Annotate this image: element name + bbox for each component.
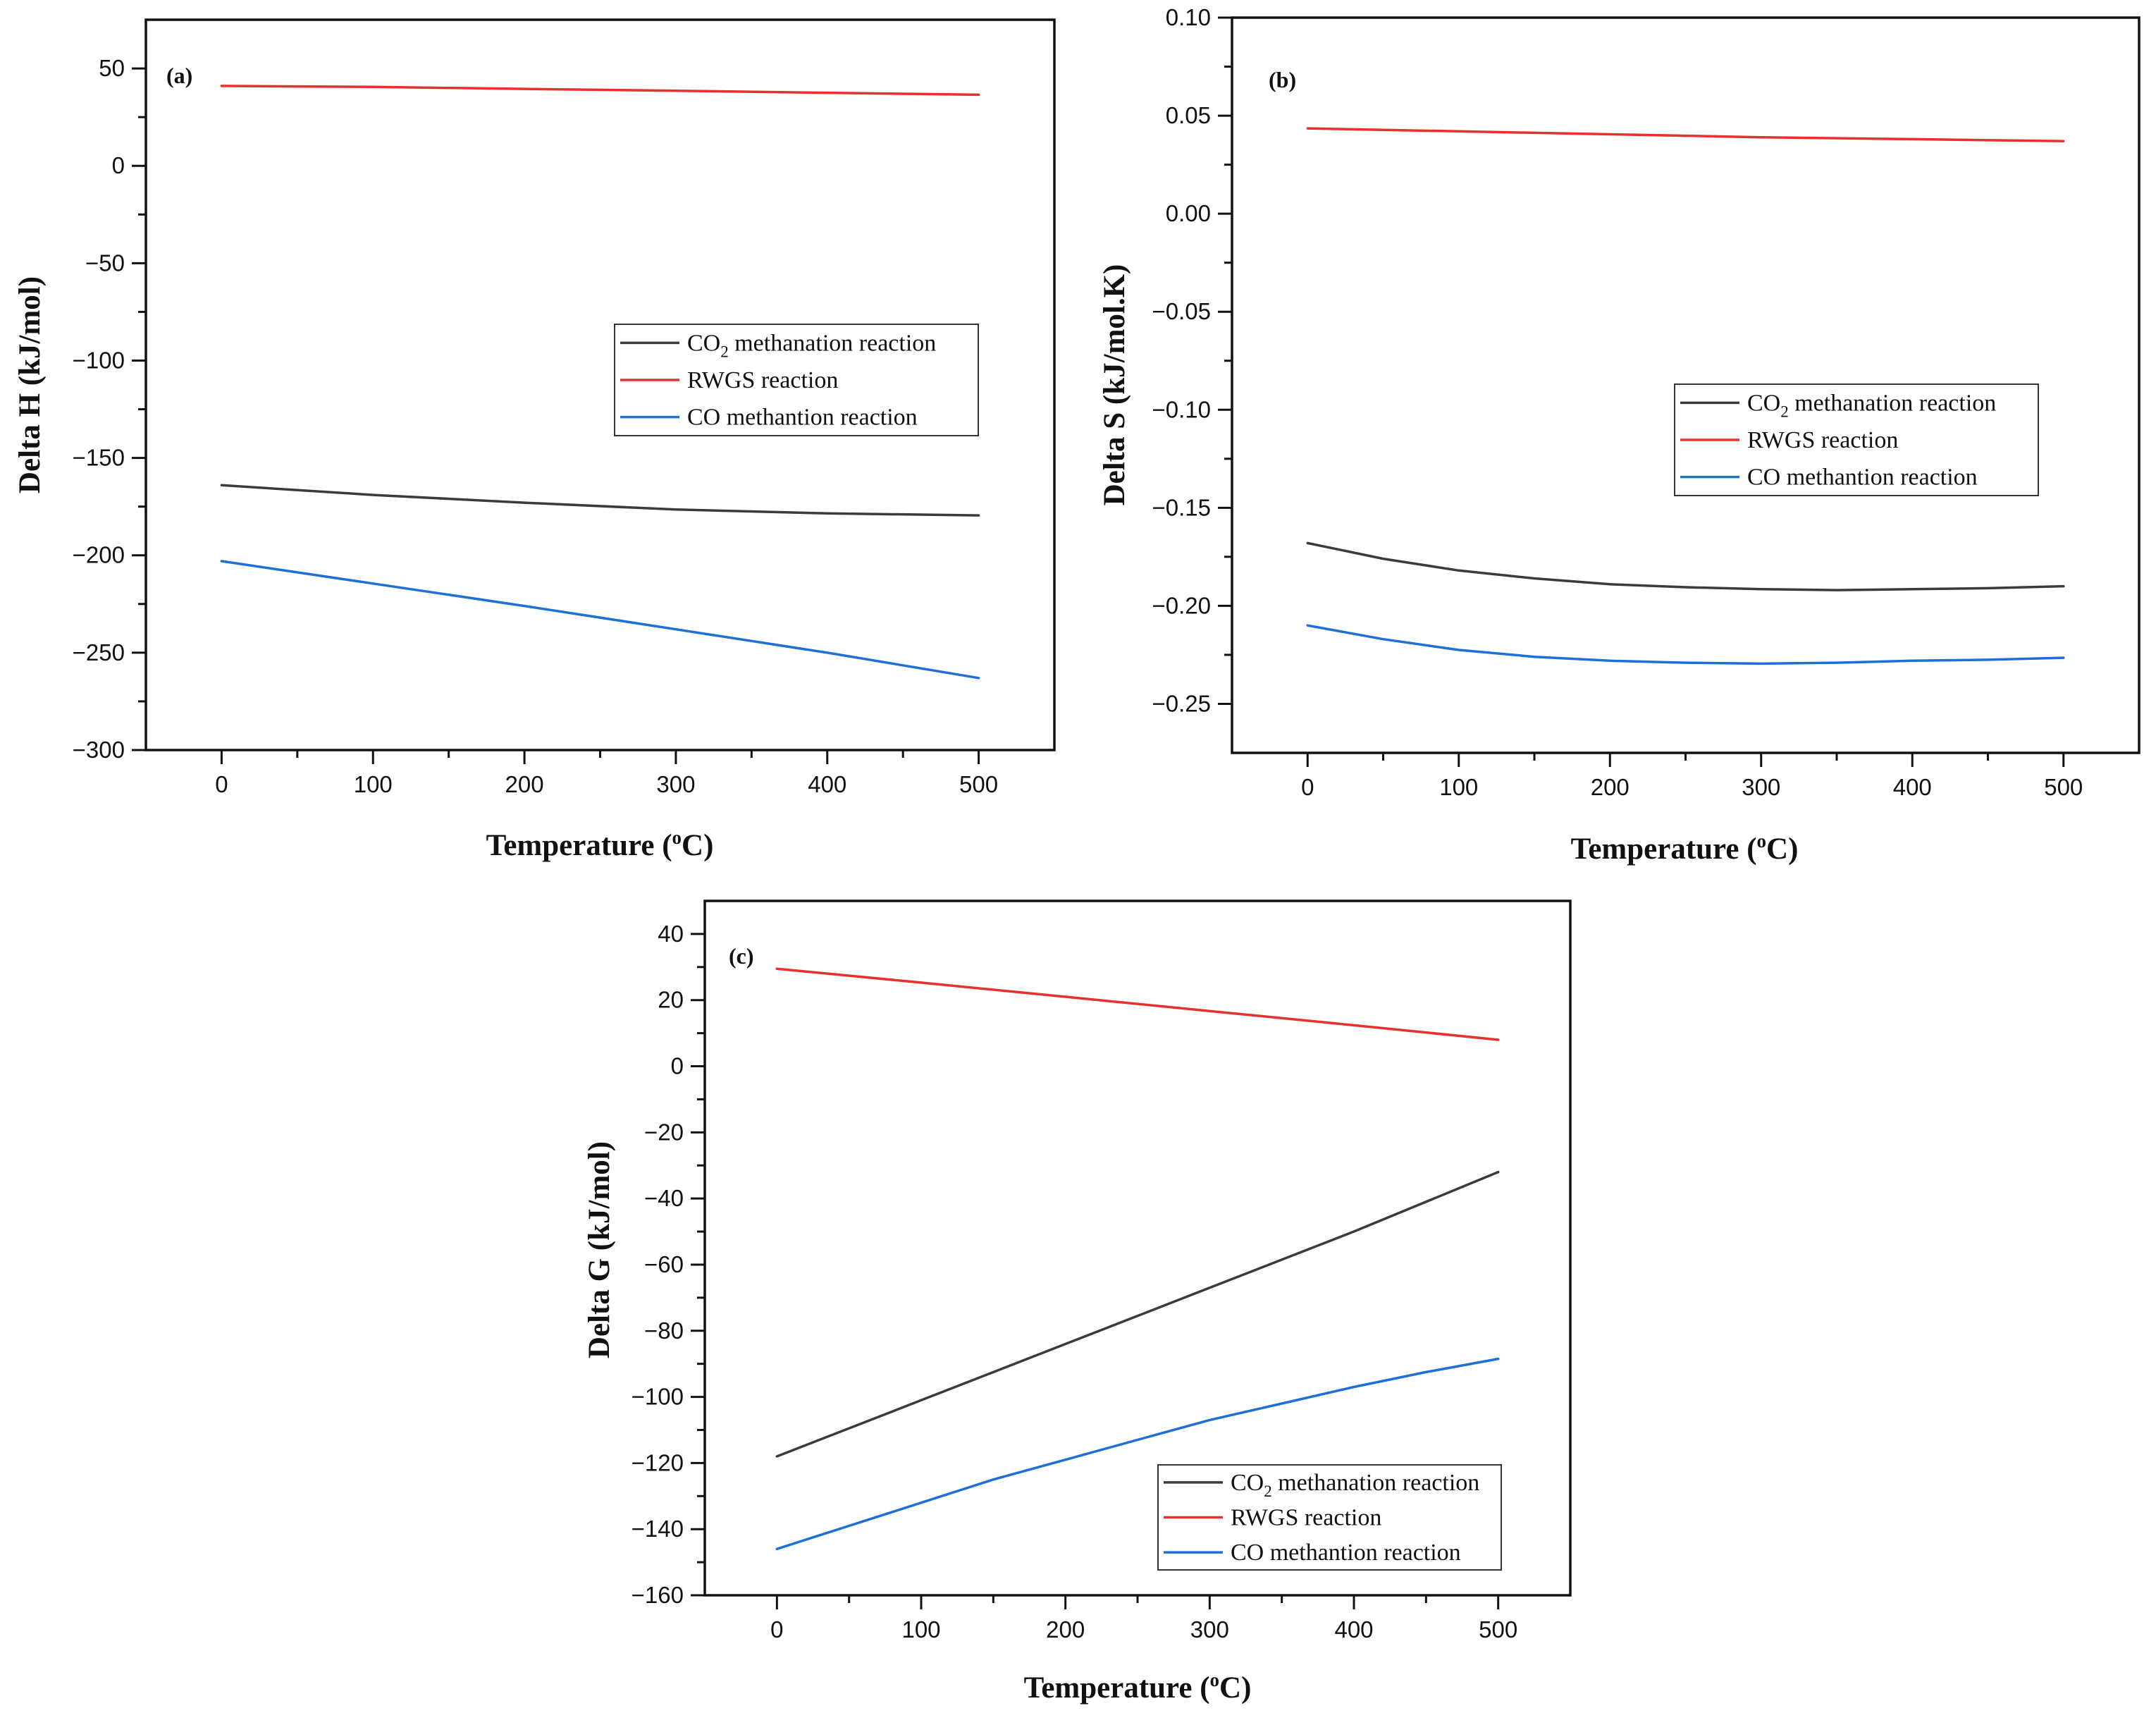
x-tick-label: 400	[1334, 1616, 1373, 1643]
series-line-co-methanation	[775, 1357, 1500, 1551]
x-axis-title: Temperature (oC)	[486, 827, 714, 862]
legend-label-rwgs: RWGS reaction	[687, 367, 838, 393]
y-tick-label: −150	[73, 445, 125, 471]
chart-panel-c: 0 100 200 300 400 50040200−20−40−60−80−100−12…	[583, 900, 1572, 1705]
y-tick-label: −20	[644, 1119, 684, 1145]
y-tick-label: −0.10	[1152, 396, 1212, 422]
legend-label-co2-methanation: CO2 methanation reaction	[1231, 1470, 1479, 1500]
x-tick-label: 500	[2044, 774, 2083, 800]
legend-label-co-methanation: CO methantion reaction	[1747, 465, 1978, 491]
y-tick-label: −80	[644, 1318, 684, 1344]
x-tick-label: 300	[656, 771, 695, 797]
y-tick-label: −160	[632, 1582, 684, 1608]
y-tick-label: −40	[644, 1185, 684, 1211]
y-tick-label: 0	[671, 1053, 684, 1079]
panel-label: (c)	[729, 943, 754, 969]
legend-label-rwgs: RWGS reaction	[1231, 1505, 1381, 1531]
y-tick-label: −200	[73, 542, 125, 568]
x-axis-title: Temperature (oC)	[1571, 830, 1799, 866]
y-tick-label: −300	[73, 737, 125, 763]
panel-label: (a)	[166, 63, 192, 88]
legend-label-co2-methanation: CO2 methanation reaction	[1747, 390, 1996, 420]
y-tick-label: −0.20	[1152, 592, 1212, 618]
series-line-co2-methanation	[220, 484, 980, 517]
y-tick-label: 40	[658, 921, 684, 947]
x-tick-label: 500	[959, 771, 998, 797]
y-tick-label: −100	[632, 1384, 684, 1410]
y-tick-label: −0.05	[1152, 298, 1212, 324]
legend: CO2 methanation reaction RWGS reaction CO …	[1157, 1464, 1502, 1571]
legend-label-co-methanation: CO methantion reaction	[687, 405, 918, 431]
x-tick-label: 300	[1190, 1616, 1229, 1643]
legend-label-co2-methanation: CO2 methanation reaction	[687, 330, 936, 360]
x-tick-label: 100	[1439, 774, 1478, 800]
y-tick-label: 0.00	[1166, 200, 1211, 226]
panel-label: (b)	[1269, 67, 1296, 92]
x-tick-label: 400	[1893, 774, 1932, 800]
y-tick-label: 0.05	[1166, 102, 1211, 128]
x-axis-title: Temperature (oC)	[1024, 1669, 1252, 1705]
series-line-rwgs	[775, 967, 1500, 1041]
y-axis-title: Delta H (kJ/mol)	[13, 276, 47, 493]
series-line-rwgs	[220, 85, 980, 97]
x-tick-label: 300	[1742, 774, 1780, 800]
y-axis-title: Delta S (kJ/mol.K)	[1098, 264, 1131, 506]
y-tick-label: 0	[112, 152, 125, 178]
legend: CO2 methanation reaction RWGS reaction CO …	[614, 324, 979, 436]
series-line-co2-methanation	[1306, 541, 2065, 591]
y-tick-label: 0.10	[1166, 4, 1211, 30]
x-tick-label: 400	[808, 771, 846, 797]
legend-label-rwgs: RWGS reaction	[1747, 427, 1898, 453]
series-line-rwgs	[1306, 127, 2065, 142]
x-tick-label: 0	[215, 771, 228, 797]
series-line-co-methanation	[220, 560, 980, 680]
x-tick-label: 200	[505, 771, 544, 797]
y-tick-label: −0.15	[1152, 494, 1212, 520]
x-tick-label: 500	[1479, 1616, 1517, 1643]
x-tick-label: 200	[1046, 1616, 1085, 1643]
x-tick-label: 0	[770, 1616, 783, 1643]
legend: CO2 methanation reaction RWGS reaction CO …	[1674, 383, 2039, 496]
series-line-co2-methanation	[775, 1170, 1500, 1458]
y-tick-label: −0.25	[1152, 690, 1212, 716]
y-tick-label: −50	[85, 250, 125, 276]
y-axis-title: Delta G (kJ/mol)	[583, 1141, 616, 1358]
chart-panel-b: 0 100 200 300 400 500 0.10 0.05 0.00 −0.05 −0.10 −0…	[1098, 4, 2140, 866]
legend-label-co-methanation: CO methantion reaction	[1231, 1540, 1461, 1566]
y-tick-label: −250	[73, 639, 125, 665]
y-tick-label: −60	[644, 1251, 684, 1277]
chart-panel-a: 0 100 200 300 400 500500−50−100−150−200−250−3…	[13, 18, 1056, 862]
x-tick-label: 200	[1591, 774, 1630, 800]
y-tick-label: −140	[632, 1516, 684, 1542]
y-tick-label: −100	[73, 347, 125, 373]
y-tick-label: −120	[632, 1449, 684, 1475]
y-tick-label: 50	[99, 55, 125, 81]
x-tick-label: 100	[901, 1616, 940, 1643]
series-line-co-methanation	[1306, 624, 2065, 665]
y-tick-label: 20	[658, 987, 684, 1013]
x-tick-label: 100	[354, 771, 393, 797]
x-tick-label: 0	[1301, 774, 1314, 800]
